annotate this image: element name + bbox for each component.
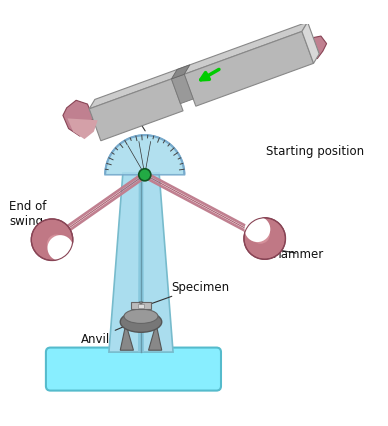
Text: Scale: Scale (114, 100, 146, 132)
Text: Anvil: Anvil (81, 327, 123, 345)
Polygon shape (149, 324, 162, 351)
Circle shape (31, 219, 73, 261)
Polygon shape (139, 302, 143, 305)
FancyBboxPatch shape (131, 302, 151, 309)
Polygon shape (68, 119, 98, 140)
Circle shape (244, 218, 286, 260)
Circle shape (244, 217, 270, 242)
Polygon shape (184, 32, 314, 107)
Text: Starting position: Starting position (265, 144, 364, 157)
Circle shape (47, 235, 66, 253)
Polygon shape (171, 75, 193, 104)
Polygon shape (109, 173, 173, 352)
Wedge shape (105, 136, 184, 176)
Polygon shape (120, 324, 133, 351)
Ellipse shape (124, 309, 158, 324)
Text: Specimen: Specimen (149, 280, 229, 305)
Polygon shape (63, 101, 93, 137)
Polygon shape (89, 80, 183, 141)
Polygon shape (302, 23, 319, 64)
Text: Hammer: Hammer (273, 248, 324, 261)
Polygon shape (138, 173, 144, 352)
FancyBboxPatch shape (138, 304, 144, 308)
Circle shape (251, 225, 270, 244)
Polygon shape (89, 23, 308, 109)
Text: End of
swing: End of swing (9, 200, 46, 228)
FancyBboxPatch shape (46, 348, 221, 391)
Circle shape (139, 169, 151, 181)
Ellipse shape (120, 312, 162, 333)
Circle shape (47, 236, 73, 261)
Polygon shape (306, 37, 327, 60)
Polygon shape (171, 66, 190, 80)
